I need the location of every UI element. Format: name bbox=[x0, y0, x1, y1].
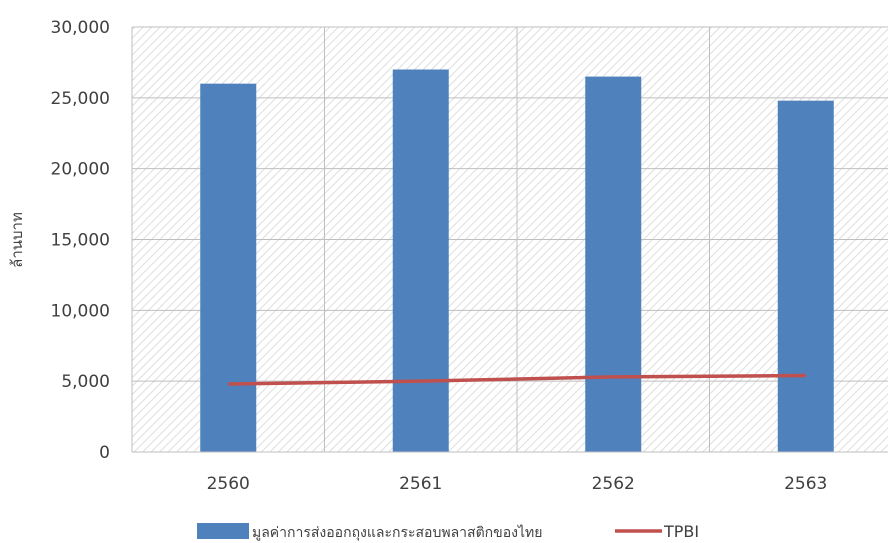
y-axis-ticks: 0 5,000 10,000 15,000 20,000 25,000 30,000 bbox=[51, 18, 110, 463]
legend-swatch-bar bbox=[197, 523, 249, 539]
y-tick-label: 30,000 bbox=[51, 18, 110, 38]
x-tick-label: 2563 bbox=[784, 474, 827, 494]
legend-label-line: TPBI bbox=[663, 522, 699, 541]
y-tick-label: 10,000 bbox=[51, 301, 110, 321]
y-axis-label: ล้านบาท bbox=[8, 212, 26, 268]
bar bbox=[777, 100, 834, 453]
x-tick-label: 2561 bbox=[399, 474, 442, 494]
bar bbox=[392, 69, 449, 452]
y-tick-label: 15,000 bbox=[51, 231, 110, 251]
y-tick-label: 0 bbox=[99, 443, 110, 463]
x-tick-label: 2562 bbox=[592, 474, 635, 494]
bar bbox=[585, 76, 642, 452]
y-tick-label: 5,000 bbox=[61, 372, 110, 392]
y-tick-label: 20,000 bbox=[51, 160, 110, 180]
legend: มูลค่าการส่งออกถุงและกระสอบพลาสติกของไทย… bbox=[197, 522, 699, 541]
bar-series bbox=[200, 69, 834, 453]
x-axis-ticks: 2560 2561 2562 2563 bbox=[207, 474, 828, 494]
legend-label-bar: มูลค่าการส่งออกถุงและกระสอบพลาสติกของไทย bbox=[252, 524, 542, 541]
gridlines bbox=[131, 26, 888, 452]
tpbi-line bbox=[228, 373, 806, 386]
y-tick-label: 25,000 bbox=[51, 89, 110, 109]
bar bbox=[200, 83, 257, 453]
x-tick-label: 2560 bbox=[207, 474, 250, 494]
